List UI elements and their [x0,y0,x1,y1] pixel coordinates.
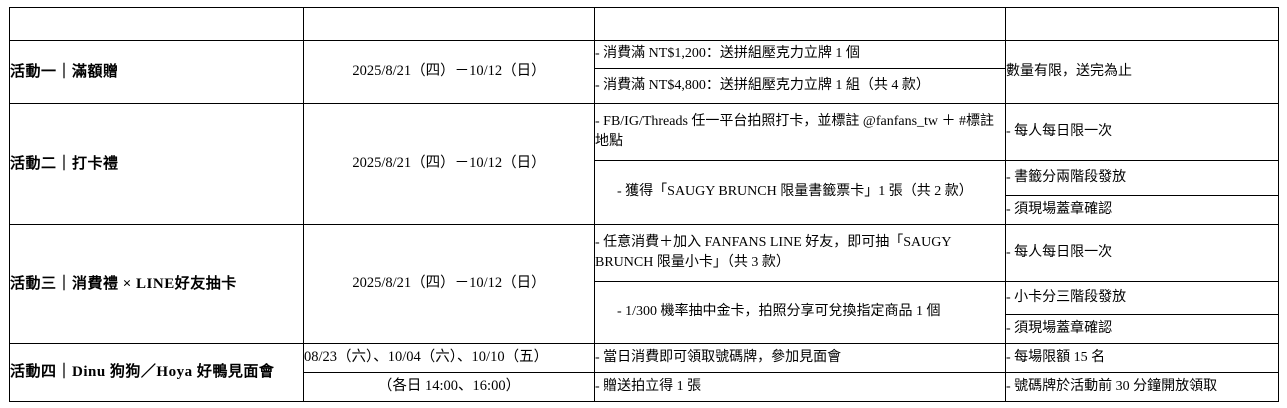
table-row: - 1/300 機率抽中金卡，拍照分享可兌換指定商品 1 個 - 小卡分三階段發… [10,281,1279,344]
table-row: 活動二｜打卡禮 2025/8/21（四）－10/12（日） - FB/IG/Th… [9,103,1279,225]
campaign-table-container: 活動名稱 活動時間 活動內容 注意事項 活動一｜滿額贈 2025/8/21（四）… [9,7,1279,402]
column-header-note: 注意事項 [1005,7,1279,41]
activity-time-4-line-2: （各日 14:00、16:00） [303,372,595,402]
activity-note-2-item-1: - 每人每日限一次 [1005,103,1279,161]
activity-name-4: 活動四｜Dinu 狗狗／Hoya 好鴨見面會 [9,343,304,402]
activity-content-4-item-1: - 當日消費即可領取號碼牌，參加見面會 [594,343,1006,373]
table-row: 活動四｜Dinu 狗狗／Hoya 好鴨見面會 08/23（六）、10/04（六）… [9,343,1279,402]
activity-note-3-item-2: - 小卡分三階段發放 [1005,281,1279,315]
table-header: 活動名稱 活動時間 活動內容 注意事項 [9,7,1279,41]
table-row: - 須現場蓋章確認 [10,314,1279,344]
activity-time-4-line-1: 08/23（六）、10/04（六）、10/10（五） [303,343,595,373]
activity-note-2-item-3: - 須現場蓋章確認 [1005,195,1279,225]
table-row: 活動三｜消費禮 × LINE好友抽卡 2025/8/21（四）－10/12（日）… [9,224,1279,344]
column-header-name: 活動名稱 [9,7,304,41]
activity-note-2-item-2: - 書籤分兩階段發放 [1005,160,1279,196]
campaign-table: 活動名稱 活動時間 活動內容 注意事項 活動一｜滿額贈 2025/8/21（四）… [9,7,1279,402]
activity-time-2: 2025/8/21（四）－10/12（日） [303,103,595,225]
activity-note-4-item-1: - 每場限額 15 名 [1005,343,1279,373]
column-header-time: 活動時間 [303,7,595,41]
activity-name-3: 活動三｜消費禮 × LINE好友抽卡 [9,224,304,344]
activity-content-2-item-2: - 獲得「SAUGY BRUNCH 限量書籤票卡」1 張（共 2 款） [594,160,1006,225]
activity-content-2-item-1: - FB/IG/Threads 任一平台拍照打卡，並標註 @fanfans_tw… [594,103,1006,161]
activity-note-3-item-3: - 須現場蓋章確認 [1005,314,1279,344]
activity-content-3-item-2: - 1/300 機率抽中金卡，拍照分享可兌換指定商品 1 個 [594,281,1006,344]
table-row: - 須現場蓋章確認 [10,195,1279,225]
activity-time-1: 2025/8/21（四）－10/12（日） [303,40,595,104]
activity-name-1: 活動一｜滿額贈 [9,40,304,104]
activity-content-4-item-2: - 贈送拍立得 1 張 [594,372,1006,402]
activity-name-2: 活動二｜打卡禮 [9,103,304,225]
activity-note-4-item-2: - 號碼牌於活動前 30 分鐘開放領取 [1005,372,1279,402]
column-header-content: 活動內容 [594,7,1006,41]
table-row: （各日 14:00、16:00） - 贈送拍立得 1 張 - 號碼牌於活動前 3… [10,372,1279,402]
activity-content-3-item-1: - 任意消費＋加入 FANFANS LINE 好友，即可抽「SAUGY BRUN… [594,224,1006,282]
header-row: 活動名稱 活動時間 活動內容 注意事項 [9,7,1279,41]
activity-content-1-item-1: - 消費滿 NT$1,200：送拼組壓克力立牌 1 個 [594,40,1006,69]
table-body: 活動一｜滿額贈 2025/8/21（四）－10/12（日） - 消費滿 NT$1… [9,40,1279,402]
activity-note-1-item-1: 數量有限，送完為止 [1005,40,1279,104]
activity-note-3-item-1: - 每人每日限一次 [1005,224,1279,282]
activity-content-1-item-2: - 消費滿 NT$4,800：送拼組壓克力立牌 1 組（共 4 款） [594,68,1006,104]
table-row: - 消費滿 NT$4,800：送拼組壓克力立牌 1 組（共 4 款） [10,68,1279,104]
table-row: 活動一｜滿額贈 2025/8/21（四）－10/12（日） - 消費滿 NT$1… [9,40,1279,104]
table-row: - 獲得「SAUGY BRUNCH 限量書籤票卡」1 張（共 2 款） - 書籤… [10,160,1279,225]
activity-time-3: 2025/8/21（四）－10/12（日） [303,224,595,344]
